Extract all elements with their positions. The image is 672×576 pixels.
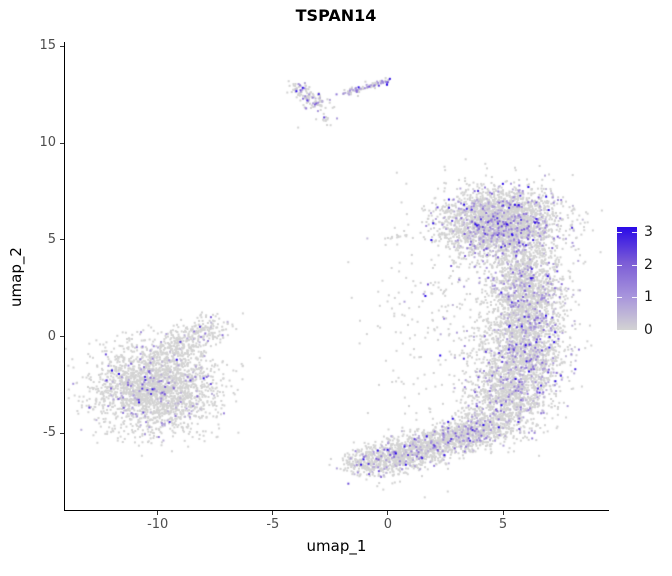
legend-tick-label: 1 (644, 289, 653, 306)
legend-tick-mark (632, 297, 637, 299)
legend-tick-mark (617, 264, 622, 266)
y-tick-label: 10 (39, 135, 56, 151)
x-axis-title: umap_1 (306, 537, 367, 555)
legend-tick-mark (632, 231, 637, 233)
x-tick-mark (387, 511, 389, 515)
legend-tick-label: 3 (644, 223, 653, 240)
x-tick-mark (157, 511, 159, 515)
legend-tick-label: 2 (644, 256, 653, 273)
legend-tick-mark (617, 297, 622, 299)
x-tick-label: -10 (147, 517, 169, 532)
y-tick-mark (60, 239, 64, 241)
y-tick-label: -5 (43, 425, 56, 441)
y-tick-label: 5 (47, 231, 56, 247)
y-axis-line (64, 42, 65, 511)
plot-title: TSPAN14 (295, 6, 377, 25)
y-tick-mark (60, 432, 64, 434)
y-axis-title: umap_2 (7, 247, 25, 307)
x-tick-label: 0 (383, 517, 393, 532)
x-tick-mark (502, 511, 504, 515)
legend-tick-mark (617, 231, 622, 233)
x-tick-label: -5 (266, 517, 280, 532)
y-tick-mark (60, 142, 64, 144)
legend-tick-label: 0 (644, 322, 653, 338)
x-tick-label: 5 (498, 517, 508, 532)
y-tick-mark (60, 45, 64, 47)
y-tick-label: 0 (47, 328, 56, 344)
y-tick-mark (60, 336, 64, 338)
y-tick-label: 15 (39, 38, 56, 54)
legend-gradient-bar (617, 227, 637, 330)
x-axis-line (64, 510, 609, 511)
x-tick-mark (272, 511, 274, 515)
legend-tick-mark (632, 264, 637, 266)
